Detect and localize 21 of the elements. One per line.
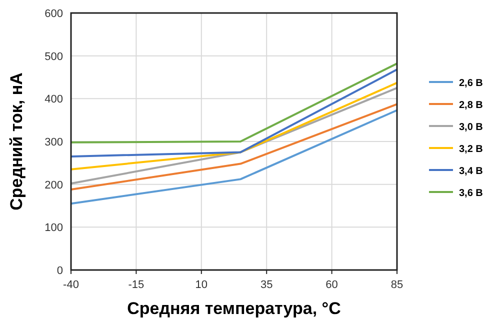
legend-label: 3,0 В	[459, 122, 483, 133]
y-tick-label: 200	[44, 179, 63, 192]
x-tick-label: 85	[390, 279, 404, 291]
legend-label: 3,2 В	[459, 144, 483, 155]
y-tick-label: 400	[44, 94, 63, 106]
y-tick-label: 300	[44, 136, 63, 148]
x-axis-title: Средняя температура, °C	[127, 299, 341, 318]
legend-label: 3,4 В	[459, 166, 483, 177]
x-tick-label: -15	[128, 279, 144, 291]
legend-label: 2,8 В	[459, 100, 483, 111]
x-tick-label: 10	[195, 279, 208, 291]
x-tick-label: 60	[326, 279, 338, 291]
legend-label: 2,6 В	[459, 78, 483, 89]
x-tick-label: -40	[63, 279, 79, 291]
y-tick-label: 100	[44, 222, 63, 234]
y-axis-title: Средний ток, нА	[7, 72, 26, 210]
x-tick-label: 35	[260, 279, 273, 291]
y-tick-label: 0	[56, 265, 63, 277]
legend-label: 3,6 В	[459, 188, 483, 199]
y-tick-label: 600	[44, 8, 63, 20]
y-tick-label: 500	[44, 50, 63, 63]
